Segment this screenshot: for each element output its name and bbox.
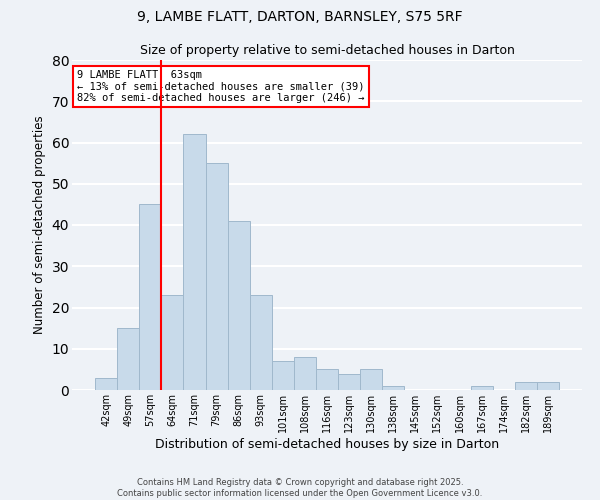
Bar xyxy=(161,295,184,390)
Bar xyxy=(338,374,360,390)
Text: 9, LAMBE FLATT, DARTON, BARNSLEY, S75 5RF: 9, LAMBE FLATT, DARTON, BARNSLEY, S75 5R… xyxy=(137,10,463,24)
Text: Contains HM Land Registry data © Crown copyright and database right 2025.
Contai: Contains HM Land Registry data © Crown c… xyxy=(118,478,482,498)
Bar xyxy=(117,328,139,390)
Bar xyxy=(360,370,382,390)
Bar xyxy=(316,370,338,390)
Bar xyxy=(515,382,537,390)
Bar xyxy=(184,134,206,390)
Bar xyxy=(294,357,316,390)
Bar xyxy=(382,386,404,390)
Bar xyxy=(250,295,272,390)
X-axis label: Distribution of semi-detached houses by size in Darton: Distribution of semi-detached houses by … xyxy=(155,438,499,450)
Bar xyxy=(95,378,117,390)
Bar xyxy=(470,386,493,390)
Bar xyxy=(227,221,250,390)
Title: Size of property relative to semi-detached houses in Darton: Size of property relative to semi-detach… xyxy=(140,44,514,58)
Bar xyxy=(206,163,227,390)
Bar xyxy=(272,361,294,390)
Bar xyxy=(139,204,161,390)
Bar xyxy=(537,382,559,390)
Text: 9 LAMBE FLATT: 63sqm
← 13% of semi-detached houses are smaller (39)
82% of semi-: 9 LAMBE FLATT: 63sqm ← 13% of semi-detac… xyxy=(77,70,365,103)
Y-axis label: Number of semi-detached properties: Number of semi-detached properties xyxy=(33,116,46,334)
